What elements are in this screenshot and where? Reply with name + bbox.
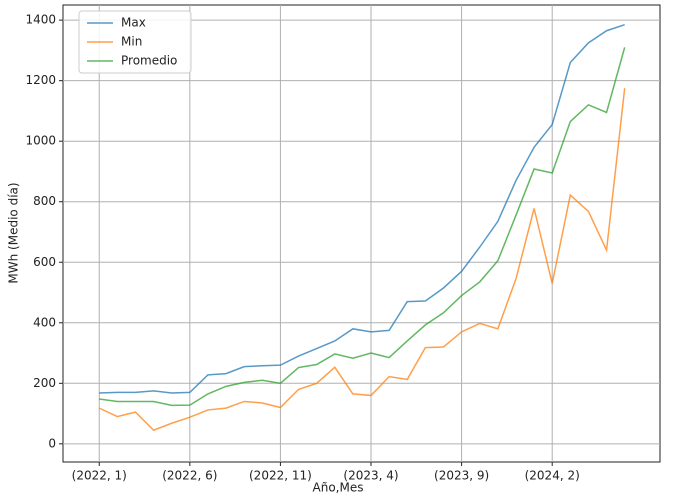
y-tick-label: 1400 <box>25 13 56 27</box>
y-tick-label: 600 <box>33 255 56 269</box>
grid <box>63 5 660 462</box>
y-tick-label: 400 <box>33 315 56 329</box>
y-tick-label: 1000 <box>25 134 56 148</box>
legend-label: Promedio <box>121 54 177 68</box>
series-line <box>99 47 626 407</box>
x-tick-label: (2022, 6) <box>162 469 217 483</box>
x-tick-label: (2023, 4) <box>343 469 398 483</box>
x-tick-label: (2023, 9) <box>434 469 489 483</box>
series-line <box>98 88 626 432</box>
plot-frame <box>62 4 661 463</box>
x-tick-label: (2022, 1) <box>72 469 127 483</box>
x-tick-label: (2024, 2) <box>525 469 580 483</box>
y-tick-label: 1200 <box>25 73 56 87</box>
y-tick-label: 200 <box>33 376 56 390</box>
x-tick-label: (2022, 11) <box>249 469 312 483</box>
y-tick-label: 0 <box>48 436 56 450</box>
x-axis-label: Año,Mes <box>313 481 364 495</box>
series-line <box>99 23 625 394</box>
legend-label: Max <box>121 16 146 30</box>
y-axis-label: MWh (Medio día) <box>7 182 21 283</box>
legend-box <box>78 10 192 74</box>
legend-label: Min <box>121 35 142 49</box>
y-tick-label: 800 <box>33 194 56 208</box>
